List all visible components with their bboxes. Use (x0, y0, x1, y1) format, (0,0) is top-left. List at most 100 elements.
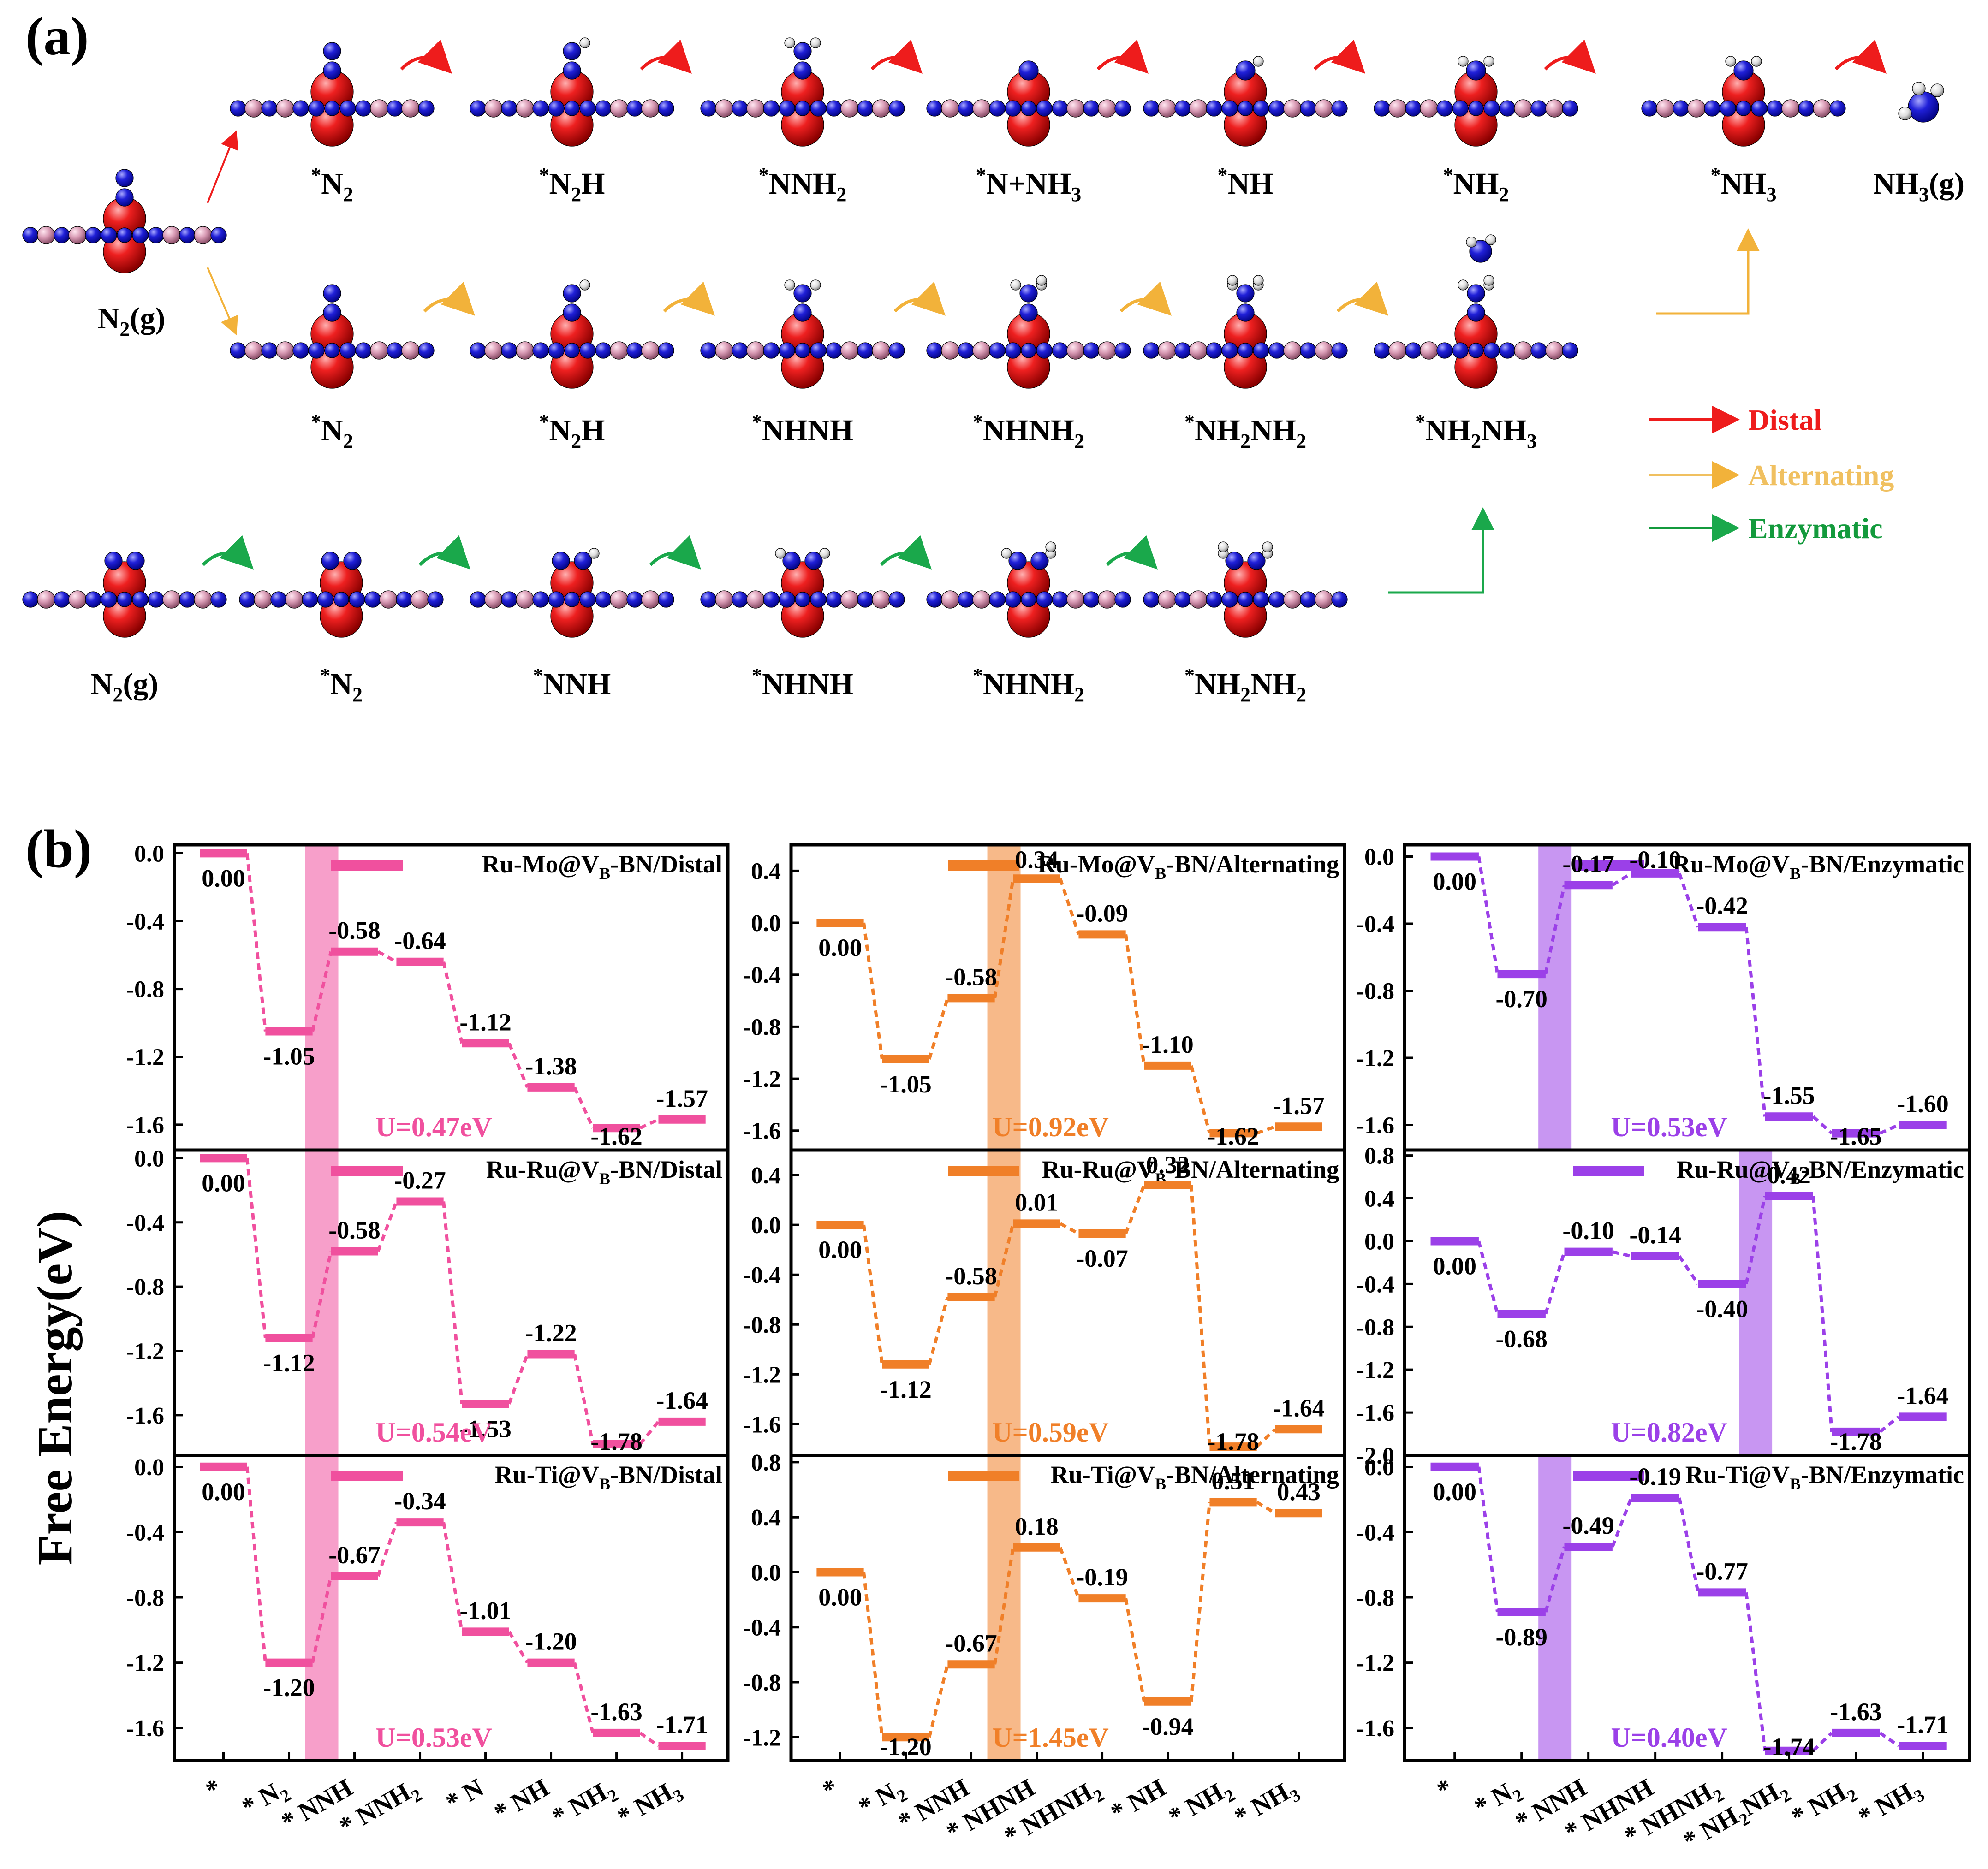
h-atom (1010, 279, 1021, 291)
h-atom (1725, 56, 1736, 67)
h-atom (1218, 541, 1229, 552)
n-atom (793, 303, 812, 322)
y-tick-label: 0.0 (751, 1212, 781, 1239)
energy-connector (639, 1118, 659, 1130)
b-atom (285, 590, 304, 609)
energy-connector (245, 1466, 267, 1663)
b-atom (162, 590, 181, 609)
n-atom (1733, 60, 1754, 81)
limiting-potential-label: U=1.45eV (992, 1722, 1108, 1753)
n-atom (732, 591, 748, 608)
y-tick-label: -1.6 (1357, 1715, 1394, 1742)
energy-connector (993, 1223, 1015, 1298)
n-atom (1052, 100, 1068, 117)
n-atom (1005, 591, 1021, 608)
alternating-species-label: *NHNH (752, 410, 853, 447)
energy-connector (245, 853, 267, 1032)
n-atom (926, 591, 943, 608)
h-atom (1458, 56, 1469, 67)
energy-connector (1477, 1240, 1499, 1315)
n-atom (857, 100, 874, 117)
y-tick-label: -0.8 (126, 977, 164, 1003)
limiting-potential-label: U=0.40eV (1611, 1722, 1727, 1753)
chart-frame (789, 1454, 1346, 1762)
n-atom (148, 591, 164, 608)
n-atom (793, 42, 812, 60)
h-atom (1483, 275, 1494, 286)
n-atom (958, 591, 974, 608)
bn-surface-model (470, 70, 674, 147)
energy-connector (1812, 1732, 1833, 1752)
adsorbate-model (1001, 541, 1056, 570)
n-atom (1829, 100, 1846, 117)
n-atom (101, 591, 117, 608)
pds-highlight-band (1739, 1150, 1773, 1455)
energy-value-label: -0.67 (328, 1541, 380, 1569)
energy-connector (1744, 1592, 1767, 1751)
distal-species-label: *NNH2 (759, 164, 847, 206)
step-arrow (1336, 281, 1388, 316)
n-atom (1704, 100, 1720, 117)
energy-connector (377, 950, 398, 963)
n-atom (826, 100, 842, 117)
energy-connector (1744, 926, 1767, 1117)
b-atom (401, 99, 420, 118)
n-atom (1018, 60, 1039, 81)
chart-frame (1403, 1148, 1971, 1457)
b-atom (1283, 590, 1302, 609)
energy-value-label: -0.64 (394, 927, 446, 955)
energy-connector (507, 1631, 529, 1664)
step-arrow (1313, 39, 1365, 74)
chart-title: Ru-Ti@VB-BN/Distal (495, 1461, 722, 1493)
energy-connector (311, 1576, 333, 1663)
b-atom (516, 590, 534, 609)
limiting-potential-label: U=0.47eV (375, 1112, 492, 1142)
y-tick-label: 0.0 (1364, 1454, 1394, 1481)
n-atom (857, 591, 874, 608)
n-atom (1268, 591, 1285, 608)
n-atom (793, 284, 812, 303)
chart-ru-mo-distal: Ru-Mo@VB-BN/Distal 0.00 -1.05 -0.58 -0.64 -1.… (126, 841, 730, 1152)
energy-value-label: 0.00 (1433, 1252, 1476, 1280)
n-atom (1720, 100, 1736, 117)
b-atom (610, 590, 628, 609)
n-atom (230, 342, 246, 359)
energy-value-label: -0.40 (1696, 1295, 1748, 1323)
energy-connector (442, 961, 464, 1044)
energy-value-label: -0.10 (1562, 1217, 1614, 1245)
n-atom (1374, 100, 1390, 117)
n-atom (54, 591, 70, 608)
energy-connector (1544, 1251, 1566, 1315)
n-atom (387, 100, 403, 117)
energy-value-label: 0.51 (1211, 1467, 1255, 1495)
y-tick-label: -0.8 (743, 1014, 781, 1040)
adsorbate-model (1218, 541, 1273, 570)
adsorbate-model (1235, 56, 1264, 81)
h-atom (1253, 275, 1264, 286)
energy-connector (862, 1224, 884, 1365)
start-label: N2(g) (98, 302, 166, 340)
n-atom (1236, 284, 1255, 303)
b-atom (1098, 590, 1116, 609)
energy-value-label: -1.57 (1273, 1092, 1324, 1119)
panel-b-free-energy-diagrams: (b)Free Energy(eV)Ru-Mo@VB-BN/Distal0.00… (25, 819, 1971, 1855)
distal-species-label: *N2 (311, 164, 353, 206)
n-atom (763, 342, 780, 359)
enzymatic-species-label: *NH2NH2 (1184, 664, 1306, 706)
energy-connector (1678, 1497, 1700, 1593)
n-atom (626, 591, 643, 608)
energy-connector (993, 878, 1015, 998)
energy-value-label: -1.64 (1273, 1394, 1324, 1422)
n-atom (888, 342, 905, 359)
n-atom (564, 343, 580, 358)
chart-ru-ti-enzymatic: Ru-Ti@VB-BN/Enzymatic 0.00 -0.89 -0.49 -0.19… (1357, 1454, 1971, 1855)
n-atom (104, 552, 123, 570)
energy-value-label: -1.78 (1207, 1428, 1259, 1455)
energy-value-label: -0.19 (1629, 1463, 1681, 1490)
chart-ru-ru-distal: Ru-Ru@VB-BN/Distal 0.00 -1.12 -0.58 -0.27 -1.… (126, 1145, 730, 1457)
h-atom (1262, 541, 1273, 552)
y-tick-label: -1.2 (1357, 1650, 1394, 1677)
n-atom (1452, 100, 1469, 117)
b-atom (244, 341, 263, 360)
h-atom (1001, 548, 1012, 559)
